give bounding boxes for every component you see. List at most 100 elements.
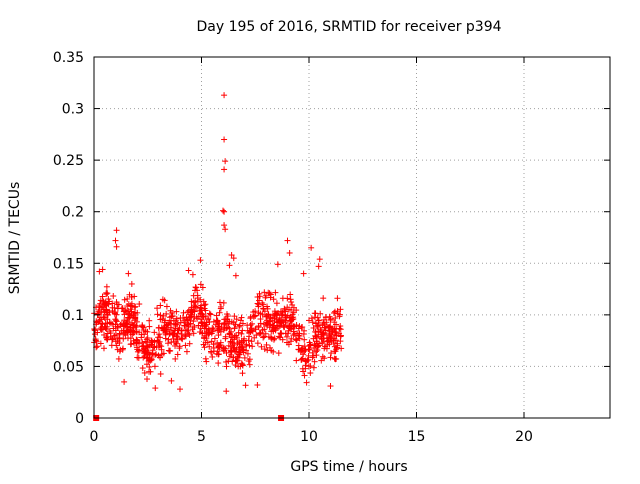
y-tick-label: 0 bbox=[75, 411, 84, 427]
data-point bbox=[304, 357, 311, 364]
data-point-outlier bbox=[315, 263, 322, 270]
data-point bbox=[174, 320, 181, 327]
data-point bbox=[163, 310, 170, 317]
data-point bbox=[157, 370, 164, 377]
data-point bbox=[108, 336, 115, 343]
data-point bbox=[144, 343, 151, 350]
data-point bbox=[162, 335, 169, 342]
data-point bbox=[230, 319, 237, 326]
data-point bbox=[215, 332, 222, 339]
data-point bbox=[290, 304, 297, 311]
data-point bbox=[144, 334, 151, 341]
data-point bbox=[130, 322, 137, 329]
data-point-outlier bbox=[327, 383, 334, 390]
data-point bbox=[104, 312, 111, 319]
data-point bbox=[103, 334, 110, 341]
data-point bbox=[312, 332, 319, 339]
data-point bbox=[239, 362, 246, 369]
data-point bbox=[229, 339, 236, 346]
data-point bbox=[332, 315, 339, 322]
data-point-outlier bbox=[308, 244, 315, 251]
data-point bbox=[307, 342, 314, 349]
data-point bbox=[270, 348, 277, 355]
data-point bbox=[110, 292, 117, 299]
data-point bbox=[257, 316, 264, 323]
data-point bbox=[332, 356, 339, 363]
data-point bbox=[287, 325, 294, 332]
data-point bbox=[107, 330, 114, 337]
data-point bbox=[328, 350, 335, 357]
data-point bbox=[185, 321, 192, 328]
data-point-outlier bbox=[113, 227, 120, 234]
data-point bbox=[244, 327, 251, 334]
data-point bbox=[229, 358, 236, 365]
data-point bbox=[194, 287, 201, 294]
data-point bbox=[296, 323, 303, 330]
data-point bbox=[190, 299, 197, 306]
data-point bbox=[201, 344, 208, 351]
data-point bbox=[97, 320, 104, 327]
data-point bbox=[239, 320, 246, 327]
data-point bbox=[117, 346, 124, 353]
data-point bbox=[231, 313, 238, 320]
data-point bbox=[114, 324, 121, 331]
data-point bbox=[246, 333, 253, 340]
data-point bbox=[233, 332, 240, 339]
data-point bbox=[101, 308, 108, 315]
data-point bbox=[239, 370, 246, 377]
data-point bbox=[203, 358, 210, 365]
y-tick-label: 0.3 bbox=[62, 102, 84, 118]
data-point bbox=[315, 322, 322, 329]
data-point bbox=[258, 343, 265, 350]
data-point-outlier bbox=[286, 249, 293, 256]
data-point bbox=[301, 372, 308, 379]
data-point bbox=[199, 320, 206, 327]
data-point-outlier bbox=[185, 267, 192, 274]
data-point bbox=[255, 301, 262, 308]
data-point-outlier bbox=[125, 270, 132, 277]
data-point bbox=[146, 317, 153, 324]
data-point bbox=[199, 330, 206, 337]
data-point bbox=[320, 329, 327, 336]
y-tick-label: 0.25 bbox=[53, 153, 84, 169]
data-point bbox=[322, 314, 329, 321]
data-point bbox=[281, 307, 288, 314]
data-point bbox=[167, 347, 174, 354]
data-point bbox=[261, 326, 268, 333]
data-point-outlier bbox=[226, 262, 233, 269]
data-point bbox=[182, 326, 189, 333]
data-point bbox=[151, 363, 158, 370]
data-point bbox=[157, 302, 164, 309]
y-tick-label: 0.1 bbox=[62, 308, 84, 324]
data-point bbox=[265, 311, 272, 318]
y-tick-label: 0.2 bbox=[62, 205, 84, 221]
data-point bbox=[205, 326, 212, 333]
data-point-outlier bbox=[152, 385, 159, 392]
points-layer bbox=[91, 92, 345, 421]
data-point bbox=[338, 345, 345, 352]
data-point bbox=[122, 307, 129, 314]
data-point bbox=[277, 334, 284, 341]
data-point bbox=[204, 339, 211, 346]
data-point bbox=[126, 291, 133, 298]
data-point bbox=[327, 315, 334, 322]
data-point-outlier bbox=[222, 226, 229, 233]
data-point bbox=[158, 351, 165, 358]
data-point bbox=[158, 343, 165, 350]
data-point bbox=[154, 337, 161, 344]
data-point bbox=[320, 320, 327, 327]
data-point bbox=[260, 321, 267, 328]
data-point bbox=[216, 326, 223, 333]
data-point bbox=[172, 317, 179, 324]
data-point bbox=[97, 340, 104, 347]
data-point bbox=[310, 364, 317, 371]
data-point-outlier bbox=[112, 237, 119, 244]
data-point-outlier bbox=[221, 136, 228, 143]
data-point bbox=[120, 335, 127, 342]
data-point bbox=[100, 313, 107, 320]
data-point bbox=[287, 291, 294, 298]
data-point bbox=[260, 305, 267, 312]
data-point bbox=[292, 336, 299, 343]
data-point bbox=[103, 283, 110, 290]
data-point bbox=[154, 305, 161, 312]
